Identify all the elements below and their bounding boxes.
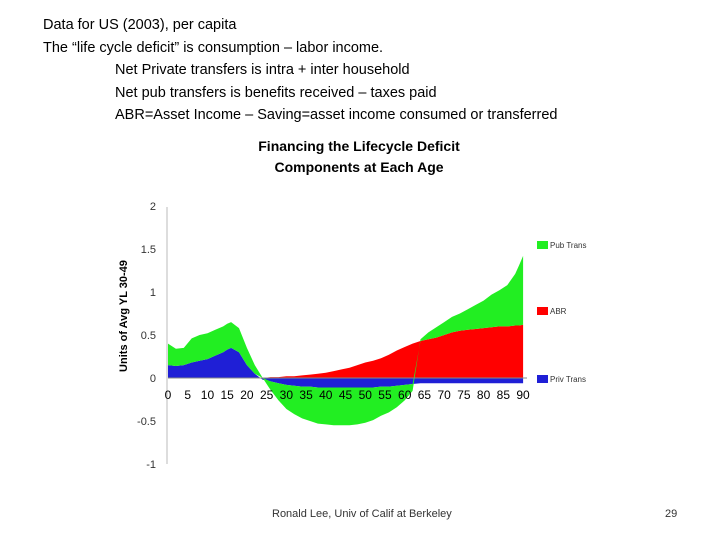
chart-title: Financing the Lifecycle Deficit	[258, 138, 460, 154]
legend-label-priv-trans: Priv Trans	[550, 375, 586, 384]
legend-label-abr: ABR	[550, 307, 567, 316]
x-tick-label: 35	[299, 388, 313, 402]
area-abr	[168, 324, 524, 378]
x-tick-label: 50	[359, 388, 373, 402]
y-tick-label: 0.5	[141, 330, 156, 342]
axis-group: 21.510.50-0.5-10 5 10 15 20 25 30 35 40 45 50 55 60 6…	[137, 201, 530, 471]
legend-label-pub-trans: Pub Trans	[550, 241, 586, 250]
slide-intro: Data for US (2003), per capita The “life…	[43, 14, 557, 127]
x-tick-label: 10	[201, 388, 215, 402]
x-tick-label: 65	[418, 388, 432, 402]
chart-subtitle: Components at Each Age	[274, 159, 443, 175]
intro-line-2: The “life cycle deficit” is consumption …	[43, 39, 384, 56]
x-tick-label: 60	[398, 388, 412, 402]
x-tick-label: 40	[319, 388, 333, 402]
x-tick-label: 45	[339, 388, 353, 402]
footer-credit: Ronald Lee, Univ of Calif at Berkeley	[272, 508, 452, 520]
x-tick-label: 90	[516, 388, 530, 402]
x-tick-label: 5	[184, 388, 191, 402]
x-tick-label: 55	[378, 388, 392, 402]
y-tick-label: 2	[150, 201, 156, 213]
legend-swatch-priv-trans	[537, 375, 548, 383]
intro-line-5: ABR=Asset Income – Saving=asset income c…	[115, 107, 558, 123]
area-pub-trans	[168, 255, 524, 426]
y-tick-label: -1	[146, 459, 156, 471]
y-tick-label: 0	[150, 373, 156, 385]
intro-line-3: Net Private transfers is intra + inter h…	[115, 62, 410, 78]
x-tick-label: 30	[280, 388, 294, 402]
intro-line-1: Data for US (2003), per capita	[43, 17, 237, 33]
y-tick-label: -0.5	[137, 416, 156, 428]
x-tick-label: 25	[260, 388, 274, 402]
legend-swatch-pub-trans	[537, 241, 548, 249]
x-tick-label: 70	[437, 388, 451, 402]
legend-swatch-abr	[537, 307, 548, 315]
x-tick-label: 85	[497, 388, 511, 402]
y-tick-label: 1.5	[141, 244, 156, 256]
x-tick-label: 15	[220, 388, 234, 402]
x-tick-label: 0	[165, 388, 172, 402]
x-tick-label: 20	[240, 388, 254, 402]
y-axis-label: Units of Avg YL 30-49	[118, 260, 130, 372]
x-tick-label: 75	[457, 388, 471, 402]
x-tick-label: 80	[477, 388, 491, 402]
page-number: 29	[665, 508, 678, 520]
legend-group: Pub Trans ABR Priv Trans	[537, 241, 586, 384]
y-tick-label: 1	[150, 287, 156, 299]
intro-line-4: Net pub transfers is benefits received –…	[115, 84, 437, 101]
